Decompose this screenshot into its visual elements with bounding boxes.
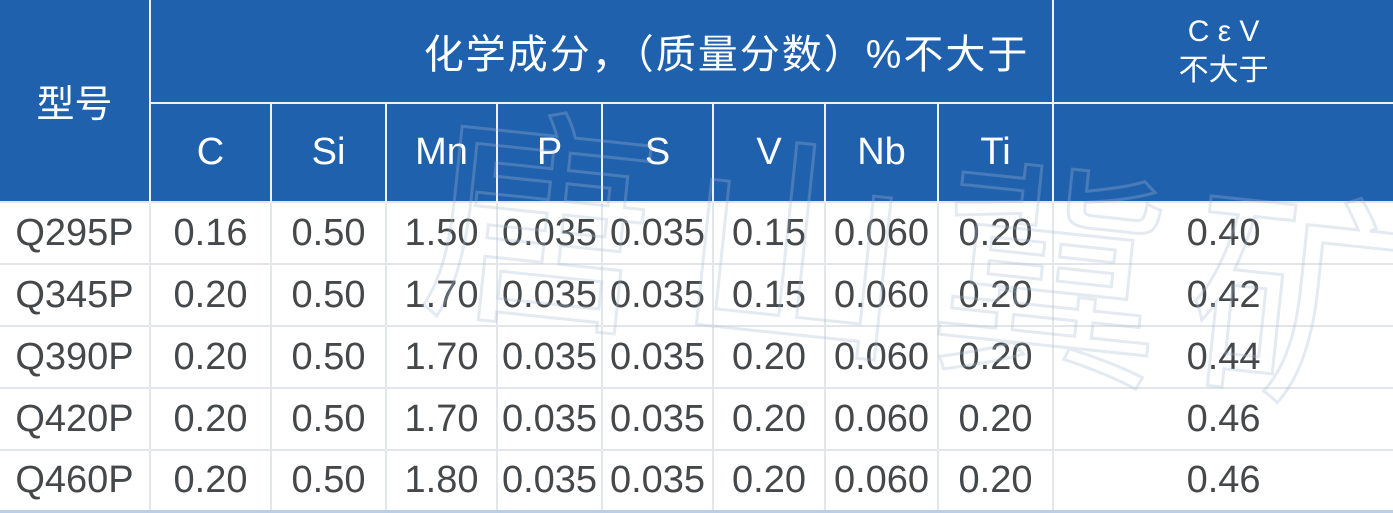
column-header-ti: Ti — [938, 103, 1055, 202]
value-cell-s: 0.035 — [602, 325, 714, 388]
cev-subheader-empty-cell — [1053, 103, 1393, 202]
value-cell-si: 0.50 — [271, 325, 387, 388]
value-cell-p: 0.035 — [497, 325, 603, 388]
value-cell-c: 0.20 — [150, 449, 272, 512]
value-cell-mn: 1.50 — [386, 201, 498, 264]
cev-label-line2: 不大于 — [1178, 54, 1269, 87]
column-header-si: Si — [271, 103, 387, 202]
model-cell: Q295P — [0, 201, 151, 264]
value-cell-p: 0.035 — [497, 201, 603, 264]
value-cell-si: 0.50 — [271, 201, 387, 264]
value-cell-nb: 0.060 — [825, 449, 939, 512]
value-cell-s: 0.035 — [602, 263, 714, 326]
value-cell-v: 0.20 — [713, 325, 826, 388]
model-cell: Q460P — [0, 449, 151, 512]
column-header-v: V — [713, 103, 826, 202]
value-cell-nb: 0.060 — [825, 387, 939, 450]
value-cell-mn: 1.70 — [386, 325, 498, 388]
value-cell-nb: 0.060 — [825, 201, 939, 264]
value-cell-si: 0.50 — [271, 387, 387, 450]
value-cell-si: 0.50 — [271, 449, 387, 512]
value-cell-c: 0.16 — [150, 201, 272, 264]
column-header-s: S — [602, 103, 714, 202]
cev-label-line1: C ε V — [1187, 15, 1260, 48]
value-cell-si: 0.50 — [271, 263, 387, 326]
column-header-nb: Nb — [825, 103, 939, 202]
column-header-p: P — [497, 103, 603, 202]
cev-value-cell: 0.44 — [1053, 325, 1393, 388]
column-header-chemical-composition: 化学成分，（质量分数）%不大于 — [150, 0, 1055, 104]
cev-value-cell: 0.40 — [1053, 201, 1393, 264]
column-header-model: 型号 — [0, 0, 151, 202]
value-cell-mn: 1.70 — [386, 263, 498, 326]
value-cell-ti: 0.20 — [938, 449, 1055, 512]
value-cell-s: 0.035 — [602, 201, 714, 264]
cev-value-cell: 0.46 — [1053, 449, 1393, 512]
header-row-2: C Si Mn P S V Nb Ti — [0, 103, 1393, 202]
value-cell-nb: 0.060 — [825, 325, 939, 388]
table-row-q295p: Q295P 0.16 0.50 1.50 0.035 0.035 0.15 0.… — [0, 201, 1393, 264]
column-header-c: C — [150, 103, 272, 202]
value-cell-ti: 0.20 — [938, 201, 1055, 264]
value-cell-c: 0.20 — [150, 387, 272, 450]
value-cell-ti: 0.20 — [938, 263, 1055, 326]
table-row-q390p: Q390P 0.20 0.50 1.70 0.035 0.035 0.20 0.… — [0, 325, 1393, 388]
value-cell-mn: 1.70 — [386, 387, 498, 450]
value-cell-v: 0.20 — [713, 387, 826, 450]
cev-value-cell: 0.42 — [1053, 263, 1393, 326]
value-cell-ti: 0.20 — [938, 325, 1055, 388]
value-cell-c: 0.20 — [150, 263, 272, 326]
value-cell-p: 0.035 — [497, 449, 603, 512]
cev-value-cell: 0.46 — [1053, 387, 1393, 450]
value-cell-c: 0.20 — [150, 325, 272, 388]
value-cell-v: 0.15 — [713, 201, 826, 264]
header-row-1: 型号 化学成分，（质量分数）%不大于 C ε V 不大于 — [0, 0, 1393, 202]
table-row-q460p: Q460P 0.20 0.50 1.80 0.035 0.035 0.20 0.… — [0, 449, 1393, 512]
value-cell-v: 0.15 — [713, 263, 826, 326]
table-row-q420p: Q420P 0.20 0.50 1.70 0.035 0.035 0.20 0.… — [0, 387, 1393, 450]
value-cell-p: 0.035 — [497, 387, 603, 450]
column-header-cev: C ε V 不大于 — [1053, 0, 1393, 104]
model-cell: Q420P — [0, 387, 151, 450]
model-cell: Q390P — [0, 325, 151, 388]
value-cell-s: 0.035 — [602, 387, 714, 450]
value-cell-v: 0.20 — [713, 449, 826, 512]
value-cell-ti: 0.20 — [938, 387, 1055, 450]
value-cell-mn: 1.80 — [386, 449, 498, 512]
value-cell-s: 0.035 — [602, 449, 714, 512]
column-header-mn: Mn — [386, 103, 498, 202]
table-row-q345p: Q345P 0.20 0.50 1.70 0.035 0.035 0.15 0.… — [0, 263, 1393, 326]
model-cell: Q345P — [0, 263, 151, 326]
value-cell-p: 0.035 — [497, 263, 603, 326]
value-cell-nb: 0.060 — [825, 263, 939, 326]
